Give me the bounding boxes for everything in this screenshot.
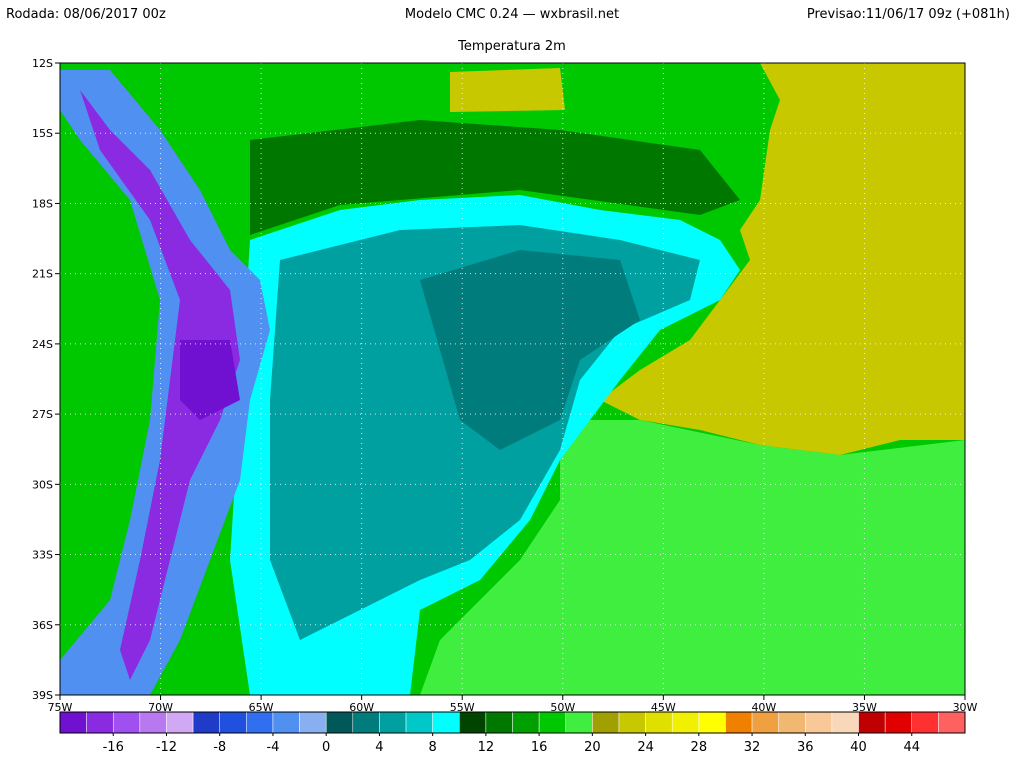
lon-label: 60W bbox=[349, 701, 374, 714]
lon-label: 55W bbox=[450, 701, 475, 714]
colorbar-box bbox=[565, 711, 593, 734]
colorbar-box bbox=[512, 711, 540, 734]
lat-label: 33S bbox=[32, 549, 53, 562]
lon-label: 65W bbox=[249, 701, 274, 714]
colorbar-label: 32 bbox=[744, 740, 761, 755]
colorbar-label: 44 bbox=[903, 740, 920, 755]
field-region bbox=[600, 63, 965, 455]
colorbar-box bbox=[192, 711, 220, 734]
colorbar-box bbox=[139, 711, 167, 734]
colorbar-label: 28 bbox=[691, 740, 708, 755]
colorbar-box bbox=[112, 711, 141, 734]
colorbar-label: -16 bbox=[103, 740, 124, 755]
colorbar-box bbox=[671, 711, 700, 734]
model-name: Modelo CMC 0.24 — wxbrasil.net bbox=[405, 7, 619, 22]
colorbar-label: -8 bbox=[213, 740, 226, 755]
field-region bbox=[60, 70, 270, 695]
colorbar-box bbox=[86, 711, 114, 734]
colorbar-label: -4 bbox=[266, 740, 279, 755]
colorbar-box bbox=[698, 711, 726, 734]
colorbar-frame bbox=[59, 711, 966, 734]
colorbar-label: 20 bbox=[584, 740, 601, 755]
colorbar-box bbox=[299, 711, 327, 734]
field-region bbox=[420, 250, 640, 450]
lat-label: 27S bbox=[32, 408, 53, 421]
lon-label: 45W bbox=[651, 701, 676, 714]
lon-label: 30W bbox=[953, 701, 978, 714]
temperature-field bbox=[60, 63, 965, 695]
colorbar-box bbox=[751, 711, 779, 734]
lat-label: 39S bbox=[32, 689, 53, 702]
colorbar-box bbox=[778, 711, 806, 734]
colorbar-box bbox=[59, 711, 87, 734]
colorbar-box bbox=[725, 711, 753, 734]
colorbar-box bbox=[352, 711, 380, 734]
forecast-time: Previsao:11/06/17 09z (+081h) bbox=[807, 7, 1010, 22]
colorbar-box bbox=[485, 711, 513, 734]
colorbar-box bbox=[858, 711, 886, 734]
colorbar-box bbox=[219, 711, 247, 734]
run-time: Rodada: 08/06/2017 00z bbox=[6, 7, 166, 22]
map-frame bbox=[59, 62, 966, 696]
colorbar-box bbox=[432, 711, 460, 734]
colorbar-box bbox=[325, 711, 354, 734]
colorbar-label: 8 bbox=[429, 740, 437, 755]
colorbar-label: 12 bbox=[478, 740, 495, 755]
lat-label: 18S bbox=[32, 197, 53, 210]
colorbar-box bbox=[618, 711, 646, 734]
colorbar-box bbox=[938, 711, 966, 734]
colorbar-box bbox=[459, 711, 487, 734]
lon-label: 75W bbox=[48, 701, 73, 714]
lon-label: 70W bbox=[148, 701, 173, 714]
colorbar-label: 36 bbox=[797, 740, 814, 755]
colorbar-label: 16 bbox=[531, 740, 548, 755]
colorbar-label: 40 bbox=[850, 740, 867, 755]
colorbar-label: -12 bbox=[156, 740, 177, 755]
lat-label: 12S bbox=[32, 57, 53, 70]
colorbar-box bbox=[272, 711, 300, 734]
colorbar-box bbox=[405, 711, 433, 734]
colorbar-box bbox=[805, 711, 833, 734]
colorbar-label: 24 bbox=[637, 740, 654, 755]
colorbar-box bbox=[538, 711, 566, 734]
colorbar-box bbox=[166, 711, 194, 734]
colorbar-box bbox=[246, 711, 274, 734]
colorbar-box bbox=[379, 711, 407, 734]
lon-label: 35W bbox=[852, 701, 877, 714]
lat-label: 36S bbox=[32, 619, 53, 632]
field-region bbox=[250, 120, 740, 235]
lon-label: 50W bbox=[550, 701, 575, 714]
map-title: Temperatura 2m bbox=[457, 39, 566, 54]
colorbar-label: 4 bbox=[375, 740, 383, 755]
lat-label: 30S bbox=[32, 478, 53, 491]
colorbar-box bbox=[592, 711, 620, 734]
colorbar-box bbox=[884, 711, 913, 734]
colorbar-box bbox=[645, 711, 673, 734]
field-region bbox=[450, 68, 565, 112]
field-region bbox=[420, 420, 965, 695]
colorbar-box bbox=[831, 711, 859, 734]
field-region bbox=[180, 340, 240, 420]
lon-label: 40W bbox=[751, 701, 776, 714]
colorbar-box bbox=[911, 711, 939, 734]
lat-label: 21S bbox=[32, 268, 53, 281]
lat-label: 15S bbox=[32, 127, 53, 140]
colorbar: -16 -12 -8 -4 0 4 8 12 16 20 24 28 32 36 40 44 bbox=[59, 711, 966, 755]
colorbar-label: 0 bbox=[322, 740, 330, 755]
lat-label: 24S bbox=[32, 338, 53, 351]
